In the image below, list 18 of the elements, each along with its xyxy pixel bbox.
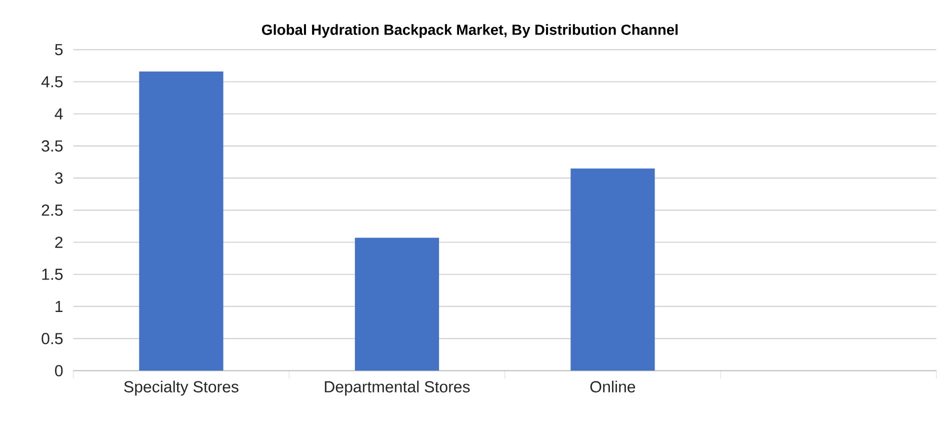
y-tick-label: 2.5 bbox=[42, 204, 63, 216]
y-tick-label: 3 bbox=[55, 172, 63, 184]
y-tick-label: 4 bbox=[54, 108, 63, 120]
y-tick-label: 5 bbox=[55, 44, 63, 56]
x-tick-label: Departmental Stores bbox=[324, 380, 470, 396]
y-tick-label: 0.5 bbox=[42, 332, 63, 344]
x-tick-label: Online bbox=[590, 380, 636, 392]
bar bbox=[570, 168, 655, 371]
y-tick-label: 3.5 bbox=[42, 140, 63, 152]
y-tick-label: 2 bbox=[55, 236, 62, 248]
y-tick-label: 1.5 bbox=[42, 268, 63, 280]
y-tick-label: 1 bbox=[56, 300, 63, 312]
y-tick-label: 0 bbox=[55, 365, 63, 376]
y-tick-label: 4.5 bbox=[41, 76, 63, 88]
x-tick-label: Specialty Stores bbox=[124, 380, 238, 396]
bar bbox=[139, 72, 224, 371]
bar bbox=[354, 238, 440, 371]
chart-title: Global Hydration Backpack Market, By Distribution Channel bbox=[262, 24, 678, 38]
